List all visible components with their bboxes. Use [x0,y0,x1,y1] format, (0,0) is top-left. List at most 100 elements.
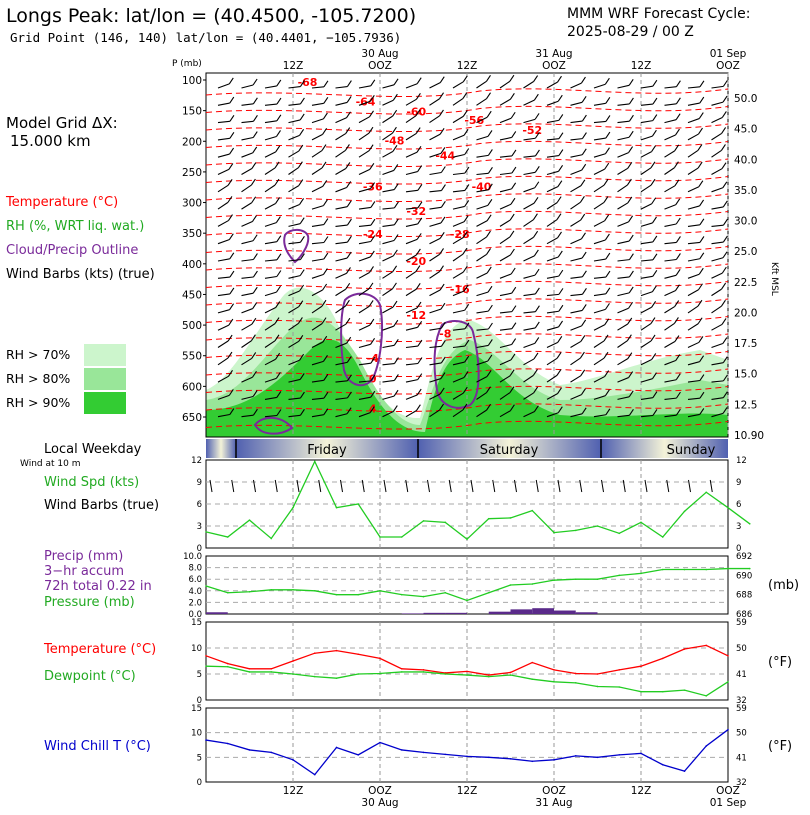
wind-barb-feather [368,300,374,307]
pressure-panel: Precip (mm) 3−hr accum 72h total 0.22 in… [44,549,799,620]
wind-barb [687,133,699,141]
wind-barb-feather [581,251,587,259]
wind-barb [476,392,487,400]
wind-barb [499,311,512,314]
wind-barb-feather [722,200,728,208]
wind-barb [264,167,276,175]
wind-barb [311,305,323,314]
wind-barb [382,189,395,193]
wind-barb [546,412,559,418]
wind-barb [217,201,229,210]
wind-barb-feather [276,130,281,137]
right-tick-label: 32 [736,696,747,706]
wind-barb-feather [511,166,517,174]
wind-barb [311,118,324,124]
wind-barb-feather [510,353,516,361]
wind-barb [570,293,583,297]
temperature-label: -60 [406,106,426,119]
wind-barb-feather [346,374,352,382]
wind-barb [593,293,606,297]
wind-barb [264,222,277,227]
wind-barb-feather [510,111,516,119]
wind-barb [617,202,629,210]
wind-barb-feather [486,92,491,100]
wind-barb-feather [323,199,328,206]
wind-barb-feather [439,387,445,395]
wind-barb [264,103,277,106]
temperature-line-point [531,661,534,664]
wind-barb-feather [558,149,564,156]
wind-barb-feather [509,248,515,256]
wind-barb [288,185,300,193]
wind-barb-feather [299,253,305,260]
wind-barb [523,81,534,89]
wind-barb [452,253,464,262]
wind-barb-feather [674,144,680,152]
wind-barb-feather [415,127,421,134]
wind-speed-line-point [379,536,381,538]
right-tick-label: 32 [736,778,747,788]
left-tick-label: 4.0 [188,587,202,597]
wind-barb [664,290,676,297]
wind-barb-feather [415,93,421,100]
right-tick-label: 12 [736,456,747,466]
wind-barb-feather [346,80,352,87]
wind-barb [241,84,254,89]
wind-barb-feather [558,269,564,277]
wind-barb [288,119,301,124]
wind-barb-feather [393,218,399,226]
dewpoint-line-point [466,674,468,676]
wind-barb-feather [533,230,539,238]
wind-barb-feather [605,96,611,104]
wind-barb [640,323,652,331]
wind-barb [264,259,277,262]
dewpoint-line-point [487,675,490,678]
wind-barb-feather [228,163,234,170]
wind-barb-feather [534,113,540,120]
wind-barb [476,328,489,331]
wind-barb [358,224,371,227]
wind-barb [335,149,346,158]
wind-barb-feather [462,75,468,83]
wind-barb-feather [581,304,587,311]
wind-chill-line-point [335,746,338,749]
wind-barb [570,238,582,245]
surface-wind-barb [427,479,430,493]
wind-barb [382,99,394,106]
wind-barb-feather [651,353,657,360]
left-tick-label: 0.0 [188,610,202,620]
temperature-contour [205,385,729,395]
wind-barb [217,276,230,279]
wind-barb [405,326,418,331]
wind-barb [405,345,418,349]
wind-speed-line-point [205,531,207,533]
top-hour-label: OOZ [542,60,566,72]
wind-barb [640,358,653,366]
wind-barb [358,100,371,106]
wind-barb [711,412,724,418]
wind-barb-feather [439,232,445,239]
dewpoint-line-point [683,689,686,691]
wind-barb-feather [675,97,681,105]
wind-barb-feather [697,317,703,325]
wind-barb-feather [323,80,329,88]
pressure-tick-label: 500 [182,320,202,332]
wind-barb-feather [346,336,352,344]
wind-barb [452,271,464,279]
wind-barb-feather [511,322,517,329]
temperature-label: -12 [406,309,426,322]
wind-barb-feather [298,300,304,308]
wind-barb-feather [722,391,728,399]
wind-barb-feather [321,144,327,151]
wind-barb [523,219,534,227]
wind-speed-line-point [400,536,403,538]
wind-barb-feather [368,282,374,290]
wind-barb [593,201,605,210]
wind-barb [640,203,652,210]
wind-barb-feather [274,161,280,169]
temperature-label: -44 [435,150,455,163]
wind-barb-feather [627,352,633,359]
wind-barb [711,168,723,175]
temperature-line-point [466,670,468,673]
wind-speed-line-point [705,491,708,494]
